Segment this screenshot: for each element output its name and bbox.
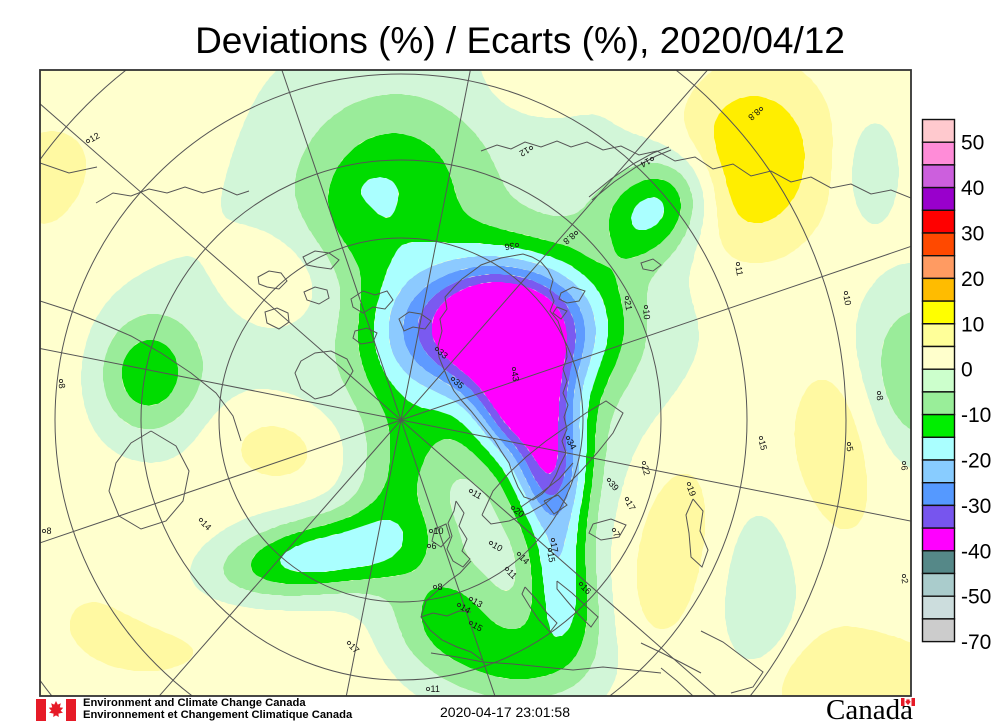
svg-text:19: 19 bbox=[685, 485, 698, 498]
svg-text:12: 12 bbox=[88, 130, 102, 144]
svg-text:22: 22 bbox=[640, 464, 652, 476]
svg-text:8: 8 bbox=[875, 395, 886, 402]
svg-text:11: 11 bbox=[431, 684, 440, 694]
svg-text:10: 10 bbox=[641, 309, 652, 320]
svg-text:10: 10 bbox=[434, 526, 444, 536]
svg-text:10: 10 bbox=[961, 313, 984, 336]
svg-text:35: 35 bbox=[452, 377, 466, 391]
svg-text:-70: -70 bbox=[961, 631, 991, 654]
svg-text:-20: -20 bbox=[961, 450, 991, 473]
svg-text:6: 6 bbox=[432, 541, 437, 551]
svg-text:8: 8 bbox=[438, 582, 443, 592]
svg-text:5: 5 bbox=[845, 446, 856, 453]
svg-text:17: 17 bbox=[624, 499, 638, 513]
svg-text:-40: -40 bbox=[961, 540, 991, 563]
svg-text:33: 33 bbox=[436, 347, 450, 361]
svg-text:11: 11 bbox=[471, 488, 484, 501]
svg-text:10: 10 bbox=[491, 540, 505, 554]
svg-text:8: 8 bbox=[47, 526, 52, 536]
svg-text:10: 10 bbox=[842, 295, 854, 307]
svg-text:20: 20 bbox=[961, 268, 984, 291]
svg-text:15: 15 bbox=[471, 620, 485, 634]
svg-text:34: 34 bbox=[565, 438, 579, 452]
svg-text:0: 0 bbox=[961, 359, 973, 382]
svg-text:2: 2 bbox=[900, 578, 911, 585]
svg-text:15: 15 bbox=[546, 552, 558, 564]
svg-text:21: 21 bbox=[623, 300, 635, 312]
svg-text:30: 30 bbox=[961, 223, 984, 246]
svg-text:-30: -30 bbox=[961, 495, 991, 518]
svg-text:-10: -10 bbox=[961, 404, 991, 427]
svg-text:14: 14 bbox=[639, 156, 653, 170]
svg-text:12: 12 bbox=[518, 145, 532, 159]
svg-text:13: 13 bbox=[471, 596, 485, 610]
svg-text:7: 7 bbox=[611, 530, 622, 539]
svg-text:11: 11 bbox=[734, 266, 745, 277]
svg-text:6: 6 bbox=[899, 465, 909, 471]
svg-text:50: 50 bbox=[961, 132, 984, 155]
svg-text:39: 39 bbox=[607, 479, 621, 493]
svg-text:36: 36 bbox=[504, 241, 516, 253]
svg-text:43: 43 bbox=[510, 371, 522, 383]
svg-text:40: 40 bbox=[961, 177, 984, 200]
svg-text:14: 14 bbox=[459, 602, 473, 616]
svg-text:8: 8 bbox=[57, 383, 68, 390]
svg-text:20: 20 bbox=[512, 505, 526, 519]
svg-text:-50: -50 bbox=[961, 586, 991, 609]
svg-text:15: 15 bbox=[757, 439, 769, 451]
svg-text:17: 17 bbox=[549, 542, 561, 554]
